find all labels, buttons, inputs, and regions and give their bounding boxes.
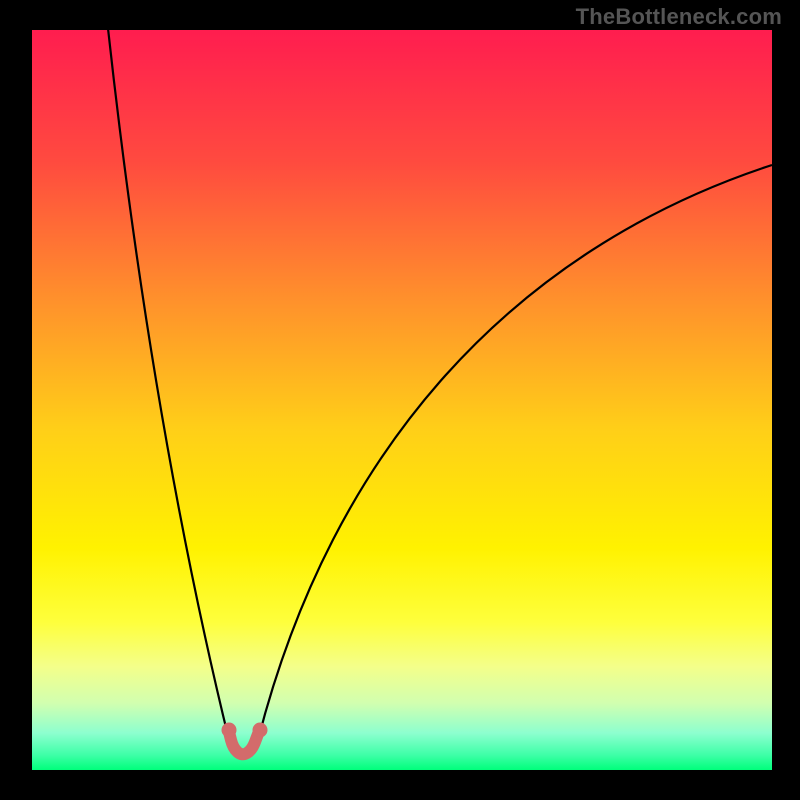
- valley-dot-left: [222, 723, 237, 738]
- plot-area: [32, 30, 772, 770]
- valley-dot-right: [253, 723, 268, 738]
- curve-left-branch: [106, 30, 229, 740]
- bottleneck-curve: [32, 30, 772, 770]
- watermark-text: TheBottleneck.com: [576, 4, 782, 30]
- curve-right-branch: [258, 165, 772, 740]
- chart-canvas: TheBottleneck.com: [0, 0, 800, 800]
